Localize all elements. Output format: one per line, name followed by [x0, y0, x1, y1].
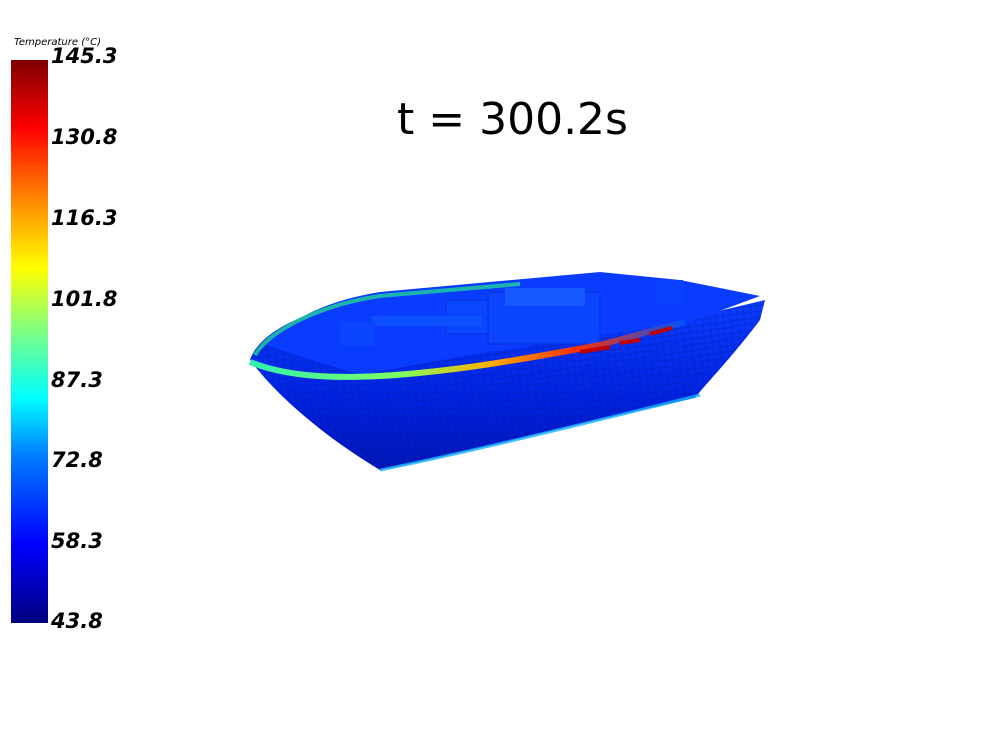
scalar-bar-tick: 43.8 — [51, 609, 103, 633]
scalar-bar-title: Temperature (°C) — [14, 37, 101, 48]
scalar-bar-gradient — [11, 60, 48, 623]
scalar-bar-tick: 101.8 — [51, 287, 118, 311]
scalar-bar-tick: 116.3 — [51, 206, 118, 230]
gunwale-rim-hotspots — [579, 326, 673, 354]
time-label: t = 300.2s — [397, 94, 628, 145]
scalar-bar-tick: 58.3 — [51, 529, 103, 553]
cabin-block — [505, 288, 585, 306]
scalar-bar-tick: 130.8 — [51, 125, 118, 149]
cabin-block — [655, 280, 683, 304]
bench — [372, 316, 482, 326]
scalar-bar-tick: 87.3 — [51, 368, 103, 392]
keel-edge — [379, 393, 701, 472]
gunwale-rim — [248, 319, 686, 380]
scalar-bar-tick: 72.8 — [51, 448, 103, 472]
bench — [340, 322, 375, 346]
bow-rim — [253, 282, 521, 357]
scalar-bar-tick: 145.3 — [51, 44, 118, 68]
